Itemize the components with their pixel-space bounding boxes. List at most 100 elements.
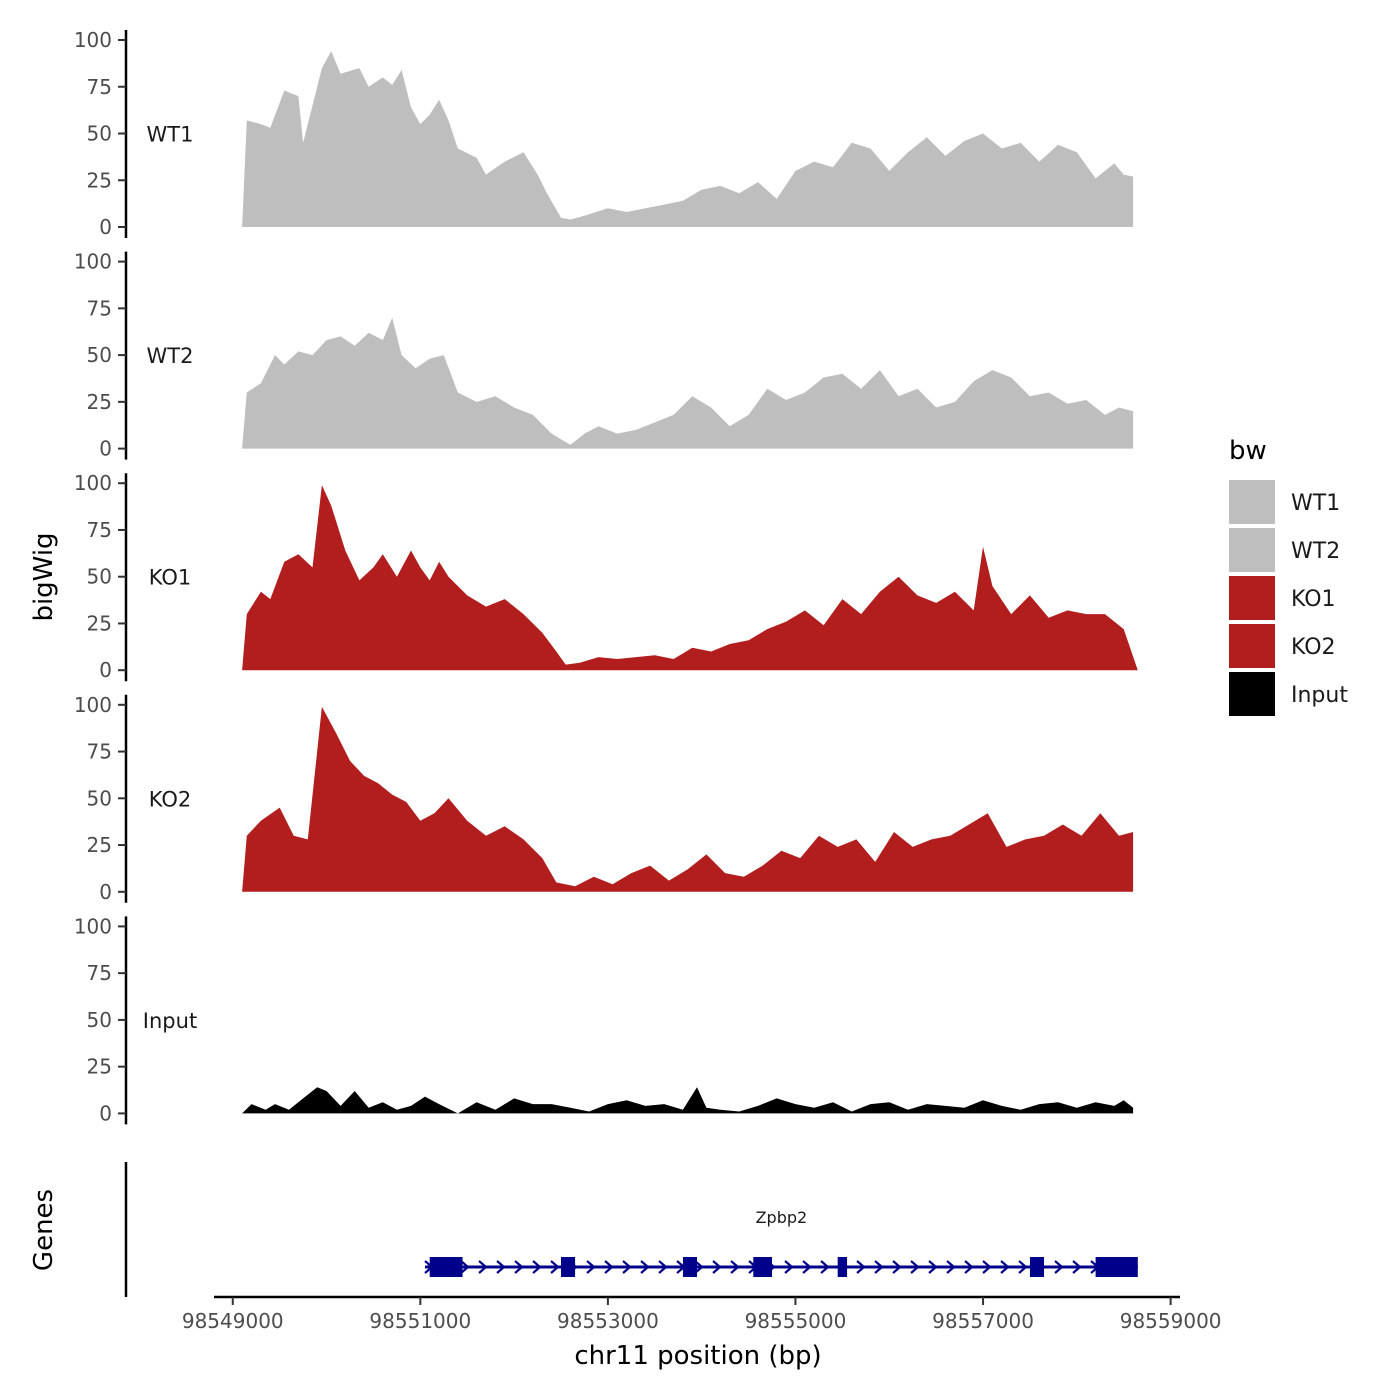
strand-arrow: [460, 1260, 470, 1274]
strand-arrow: [1072, 1260, 1082, 1274]
legend-key-input: [1229, 672, 1275, 716]
x-axis-title: chr11 position (bp): [574, 1341, 821, 1371]
y-tick-label: 75: [87, 961, 112, 985]
strand-arrow: [964, 1260, 974, 1274]
strand-arrow: [856, 1260, 866, 1274]
y-tick-label: 100: [74, 471, 112, 495]
track-ko2: 0 25 50 75 100 KO2: [74, 693, 1134, 904]
y-tick-label: 100: [74, 693, 112, 717]
legend: bw WT1 WT2 KO1 KO2 Input: [1229, 436, 1348, 716]
legend-key-ko1: [1229, 576, 1275, 620]
strand-arrow: [478, 1260, 488, 1274]
track-wt2: 0 25 50 75 100 WT2: [74, 250, 1134, 461]
y-tick-label: 50: [87, 122, 112, 146]
legend-title: bw: [1229, 436, 1267, 466]
x-axis: 98549000 98551000 98553000 98555000 98557000…: [182, 1295, 1222, 1333]
legend-key-ko2: [1229, 624, 1275, 668]
y-tick-label: 100: [74, 250, 112, 274]
strand-arrow: [658, 1260, 668, 1274]
y-tick-label: 0: [99, 880, 112, 904]
strand-arrow: [586, 1260, 596, 1274]
y-tick-label: 25: [87, 1055, 112, 1079]
area-ko2: [242, 706, 1134, 892]
strand-arrow: [550, 1260, 560, 1274]
legend-key-wt1: [1229, 480, 1275, 524]
signal-tracks: 0255075100WT10255075100WT20255075100KO10…: [74, 28, 1138, 1125]
track-input: 0 25 50 75 100 Input: [74, 914, 1134, 1125]
gene-exon: [1029, 1257, 1045, 1277]
x-tick-label: 98557000: [932, 1309, 1034, 1333]
y-tick-label: 25: [87, 168, 112, 192]
y-tick-label: 50: [87, 565, 112, 589]
track-wt1: 0 25 50 75 100 WT1: [74, 28, 1134, 239]
y-tick-label: 50: [87, 1008, 112, 1032]
y-tick-label: 0: [99, 215, 112, 239]
gene-name-label: Zpbp2: [756, 1208, 808, 1227]
y-tick-label: 100: [74, 914, 112, 938]
strand-arrow: [982, 1260, 992, 1274]
track-label: KO2: [149, 787, 192, 811]
y-tick-label: 75: [87, 740, 112, 764]
strand-arrow: [928, 1260, 938, 1274]
legend-label-ko1: KO1: [1291, 587, 1336, 612]
strand-arrow: [802, 1260, 812, 1274]
gene-exon: [837, 1257, 848, 1277]
y-tick-label: 0: [99, 658, 112, 682]
y-tick-label: 0: [99, 1101, 112, 1125]
track-ko1: 0 25 50 75 100 KO1: [74, 471, 1138, 682]
x-tick-label: 98549000: [182, 1309, 284, 1333]
legend-label-wt1: WT1: [1291, 491, 1340, 516]
strand-arrow: [946, 1260, 956, 1274]
gene-track: Zpbp2: [124, 1162, 1138, 1297]
x-tick-label: 98559000: [1120, 1309, 1222, 1333]
strand-arrow: [640, 1260, 650, 1274]
strand-arrow: [820, 1260, 830, 1274]
gene-exon: [429, 1257, 463, 1277]
track-label: Input: [143, 1009, 197, 1033]
strand-arrow: [784, 1260, 794, 1274]
track-label: KO1: [149, 566, 192, 590]
gene-exon: [682, 1257, 697, 1277]
gene-exon: [561, 1257, 576, 1277]
legend-label-input: Input: [1291, 683, 1348, 708]
y-tick-label: 0: [99, 437, 112, 461]
genes-axis-title: Genes: [29, 1189, 59, 1271]
x-tick-label: 98551000: [369, 1309, 471, 1333]
y-tick-label: 25: [87, 833, 112, 857]
strand-arrow: [910, 1260, 920, 1274]
y-tick-label: 50: [87, 786, 112, 810]
y-tick-label: 50: [87, 343, 112, 367]
strand-arrow: [730, 1260, 740, 1274]
strand-arrow: [604, 1260, 614, 1274]
strand-arrow: [496, 1260, 506, 1274]
strand-arrow: [712, 1260, 722, 1274]
y-tick-label: 25: [87, 390, 112, 414]
legend-label-ko2: KO2: [1291, 635, 1336, 660]
strand-arrow: [874, 1260, 884, 1274]
legend-key-wt2: [1229, 528, 1275, 572]
area-wt2: [242, 317, 1134, 449]
strand-arrow: [622, 1260, 632, 1274]
area-ko1: [242, 485, 1138, 671]
strand-arrow: [892, 1260, 902, 1274]
gene-exon: [753, 1257, 773, 1277]
y-tick-label: 25: [87, 611, 112, 635]
track-label: WT1: [147, 123, 194, 147]
y-tick-label: 75: [87, 518, 112, 542]
y-tick-label: 75: [87, 75, 112, 99]
strand-arrow: [532, 1260, 542, 1274]
legend-label-wt2: WT2: [1291, 539, 1340, 564]
strand-arrow: [1054, 1260, 1064, 1274]
x-tick-label: 98553000: [557, 1309, 659, 1333]
strand-arrow: [694, 1260, 704, 1274]
y-axis-title: bigWig: [29, 532, 59, 621]
strand-arrow: [514, 1260, 524, 1274]
x-tick-label: 98555000: [745, 1309, 847, 1333]
strand-arrow: [1018, 1260, 1028, 1274]
y-tick-label: 100: [74, 28, 112, 52]
area-input: [242, 1087, 1134, 1114]
track-label: WT2: [147, 344, 194, 368]
y-tick-label: 75: [87, 296, 112, 320]
gene-exon: [1095, 1257, 1138, 1277]
